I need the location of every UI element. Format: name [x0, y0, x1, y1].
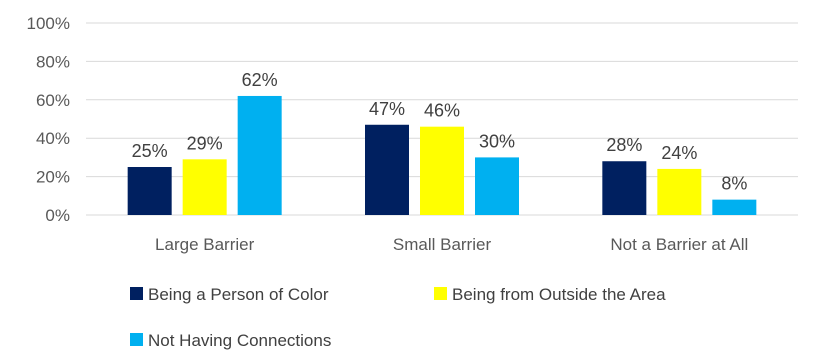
x-axis-category-labels: Large Barrier Small Barrier Not a Barrier …: [155, 235, 748, 254]
x-category-label: Large Barrier: [155, 235, 255, 254]
legend-item: Not Having Connections: [130, 331, 331, 350]
bar: [237, 95, 282, 215]
bar: [365, 124, 409, 215]
bar: [657, 168, 702, 215]
data-label: 28%: [606, 135, 642, 155]
data-label: 62%: [242, 70, 278, 90]
data-label: 8%: [721, 174, 747, 194]
y-tick-label: 100%: [27, 14, 70, 33]
data-label: 24%: [661, 143, 697, 163]
x-category-label: Small Barrier: [393, 235, 492, 254]
x-category-label: Not a Barrier at All: [610, 235, 748, 254]
bars: [127, 95, 757, 215]
legend-swatch: [130, 287, 143, 300]
data-label: 46%: [424, 101, 460, 121]
data-labels: 25% 29% 62% 47% 46% 30% 28% 24% 8%: [132, 70, 748, 194]
data-label: 47%: [369, 99, 405, 119]
bar: [602, 161, 647, 215]
bar: [127, 167, 172, 215]
y-tick-label: 80%: [36, 52, 70, 71]
bar: [712, 199, 757, 215]
legend-item: Being from Outside the Area: [434, 285, 666, 304]
bar: [182, 159, 227, 215]
legend-label: Being a Person of Color: [148, 285, 329, 304]
legend-label: Being from Outside the Area: [452, 285, 666, 304]
bar: [475, 157, 519, 215]
y-axis-tick-labels: 0% 20% 40% 60% 80% 100%: [27, 14, 70, 225]
data-label: 30%: [479, 131, 515, 151]
data-label: 25%: [132, 141, 168, 161]
data-label: 29%: [187, 133, 223, 153]
bar: [420, 126, 464, 215]
legend: Being a Person of Color Being from Outsid…: [130, 285, 666, 350]
legend-item: Being a Person of Color: [130, 285, 329, 304]
y-tick-label: 60%: [36, 91, 70, 110]
y-tick-label: 20%: [36, 168, 70, 187]
y-tick-label: 40%: [36, 129, 70, 148]
legend-label: Not Having Connections: [148, 331, 331, 350]
y-tick-label: 0%: [45, 206, 70, 225]
legend-swatch: [130, 333, 143, 346]
legend-swatch: [434, 287, 447, 300]
